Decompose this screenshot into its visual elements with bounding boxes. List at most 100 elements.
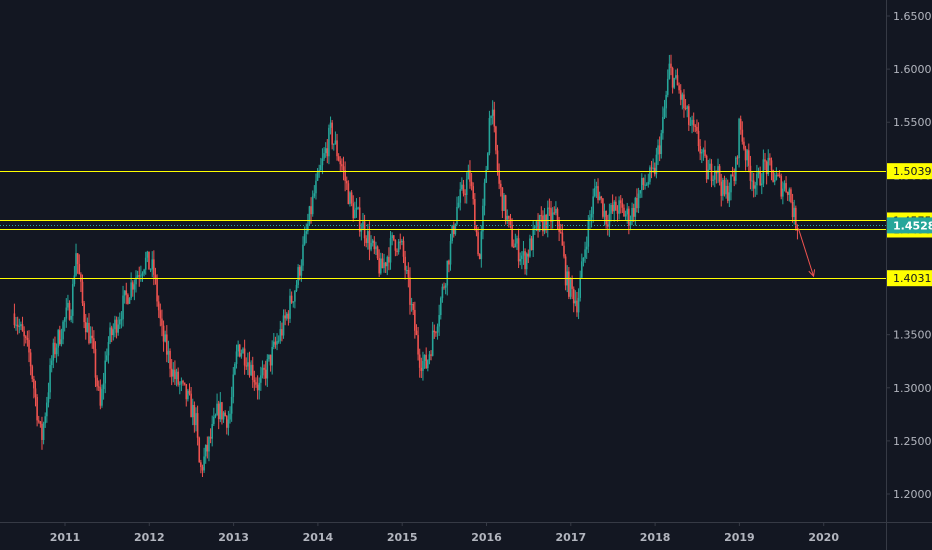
x-tick-label: 2011 [50,531,81,544]
candle-body [770,160,773,170]
arrow-shaft[interactable] [797,228,815,277]
candle-body [279,329,282,341]
candle-body [757,171,760,174]
candle-body [354,209,356,219]
candle-body [593,188,596,197]
time-axis[interactable]: 2011 2012 2013 2014 2015 2016 2017 2018 2019 2020 [50,522,840,544]
candle-body [221,402,223,420]
candle-body [444,285,447,288]
candle-body [23,331,25,337]
candle-body [208,437,210,452]
candle-body [532,228,534,251]
candle-body [696,126,698,131]
candle-body [572,288,575,304]
candle-body [355,207,358,210]
candle-body [166,334,168,355]
candle-body [749,165,752,182]
candle-body [71,284,74,316]
candle-body [229,413,231,420]
candle-body [234,363,236,375]
candle-body [668,63,671,79]
candle-body [326,148,329,157]
candle-body [328,127,330,157]
candle-body [211,423,214,439]
candle-body [767,157,770,175]
candle-body [378,258,380,274]
candle-body [511,224,513,247]
candle-body [658,145,661,155]
candle-body [508,215,510,219]
candle-body [164,334,166,342]
candle-body [157,301,160,311]
candle-body [516,238,518,244]
candle-body [692,119,695,126]
candle-body [670,63,672,69]
candle-body [585,246,588,250]
candle-body [287,313,290,319]
x-tick-label: 2020 [808,531,839,544]
candle-body [699,146,701,154]
candle-body [684,107,687,109]
candle-body [97,386,100,388]
candle-body [380,258,382,274]
candle-body [47,392,50,403]
candle-body [780,176,783,197]
candle-body [559,231,562,233]
candle-body [285,313,288,319]
candle-body [183,382,186,385]
candle-body [623,207,625,217]
candle-body [368,231,371,250]
candle-body [313,193,316,197]
candle-body [16,324,19,327]
candle-body [495,126,497,151]
candle-body [671,68,674,88]
candle-body [341,164,343,167]
x-tick-label: 2015 [387,531,418,544]
candle-body [332,143,335,145]
x-tick-label: 2014 [303,531,334,544]
candle-body [786,191,789,195]
candle-body [506,215,509,220]
candle-body [752,180,755,189]
candle-body [631,207,633,222]
candle-body [230,396,233,414]
price-axis[interactable]: 1.650001.600001.550001.500001.450001.400… [886,10,932,501]
candle-body [225,416,228,428]
horizontal-levels[interactable] [0,171,886,279]
candle-body [457,202,460,207]
candle-body [459,189,462,203]
candle-body [584,249,586,258]
candle-body [475,230,478,233]
candle-body [793,207,795,218]
candle-body [381,258,384,269]
candle-body [281,329,283,336]
candle-body [491,109,494,116]
candle-body [78,264,81,275]
candle-body [534,226,536,229]
candle-body [248,362,251,376]
candle-body [626,208,629,215]
candle-body [318,170,320,172]
candle-body [581,261,583,278]
candle-body [603,210,606,217]
candle-body [738,118,740,159]
candle-body [652,167,654,169]
candle-body [709,163,711,170]
candle-body [50,360,53,366]
candle-body [303,233,306,245]
candle-body [681,94,684,100]
y-tick-label: 1.35000 [893,329,932,342]
candle-body [169,350,171,369]
candle-body [60,339,63,345]
candle-body [582,257,585,262]
projection-arrow[interactable] [797,228,816,278]
candle-body [49,365,51,393]
candle-body [474,199,476,231]
candle-body [619,200,622,204]
candle-body [663,108,666,117]
candle-body [782,188,784,197]
candle-body [477,232,479,255]
candle-body [650,167,653,169]
level-badge-bg [887,163,932,180]
